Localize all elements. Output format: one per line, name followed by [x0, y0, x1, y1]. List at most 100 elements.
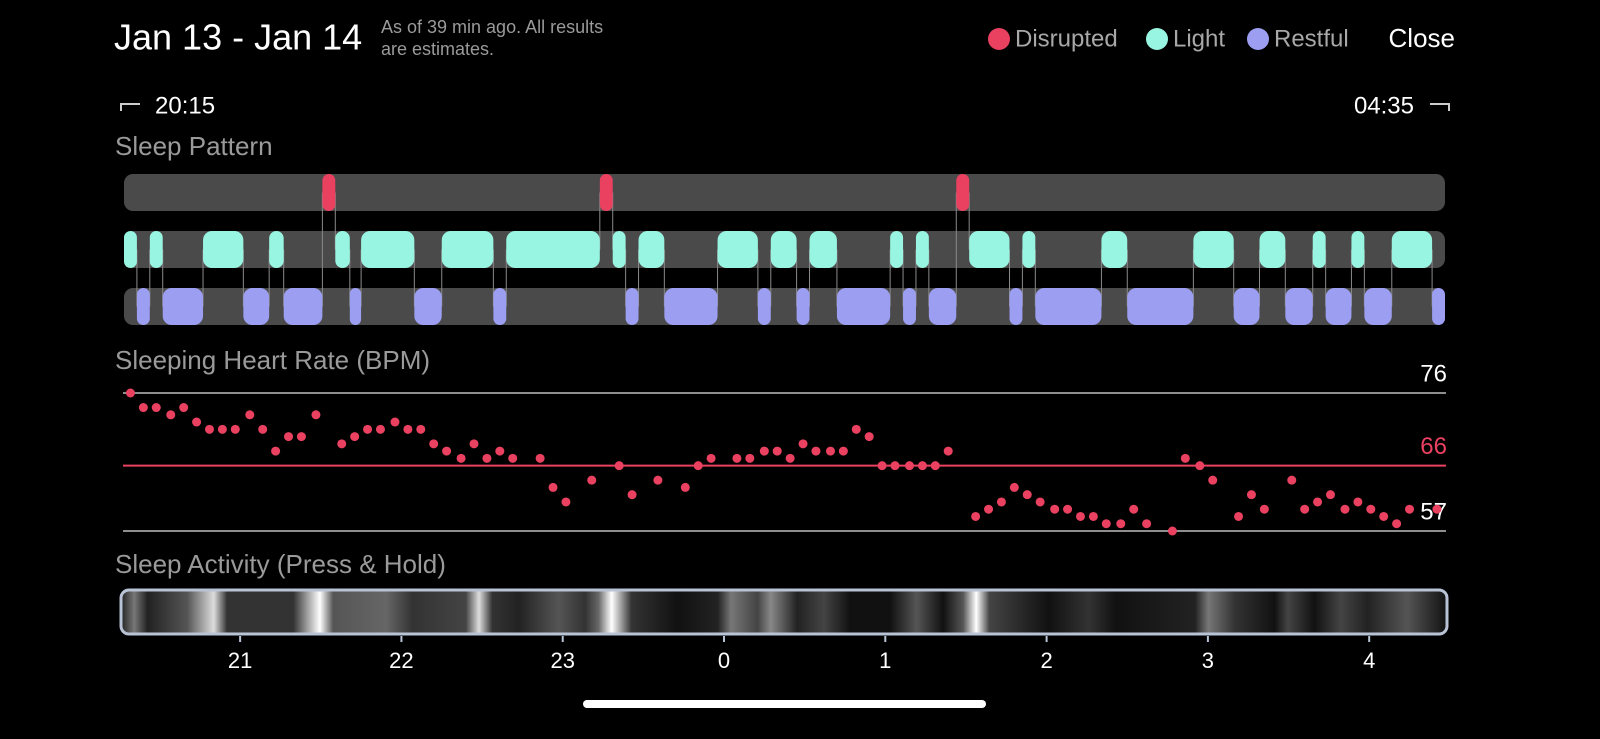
heart-rate-dot: [1325, 490, 1335, 500]
heart-rate-dot: [179, 403, 189, 413]
heart-rate-dot: [1075, 511, 1085, 521]
pattern-track: [124, 288, 1445, 325]
sleep-segment: [335, 231, 350, 268]
heart-rate-dot: [1022, 490, 1032, 500]
activity-strip[interactable]: [119, 588, 1449, 636]
heart-rate-dot: [217, 424, 227, 434]
heart-rate-dot: [680, 482, 690, 492]
heart-rate-dot: [350, 432, 360, 442]
heart-rate-dot: [508, 453, 518, 463]
sleep-segment: [1259, 231, 1286, 268]
sleep-segment: [149, 231, 163, 268]
sleep-segment: [243, 288, 270, 325]
heart-rate-dot: [838, 446, 848, 456]
heart-rate-dot: [337, 439, 347, 449]
heart-rate-dot: [984, 504, 994, 514]
legend-label: Restful: [1274, 25, 1349, 52]
heart-rate-dot: [851, 424, 861, 434]
range-start: 20:15: [155, 92, 215, 119]
heart-rate-dot: [825, 446, 835, 456]
sleep-segment: [599, 174, 613, 211]
sleep-segment: [1233, 288, 1260, 325]
legend: Disrupted Light Restful: [988, 25, 1349, 52]
heart-rate-dot: [403, 424, 413, 434]
sleep-segment: [1009, 288, 1023, 325]
heart-rate-dot: [971, 511, 981, 521]
heart-rate-dot: [230, 424, 240, 434]
heart-rate-dot: [996, 497, 1006, 507]
x-tick-label: 1: [879, 648, 891, 673]
sleep-segment: [1193, 231, 1234, 268]
heart-rate-dot: [905, 461, 915, 471]
heart-rate-dot: [192, 417, 202, 427]
sleep-segment: [493, 288, 507, 325]
heart-rate-dot: [1366, 504, 1376, 514]
close-button[interactable]: Close: [1389, 23, 1455, 53]
heart-rate-dot: [375, 424, 385, 434]
x-tick-label: 0: [718, 648, 730, 673]
sleep-segment: [956, 174, 970, 211]
reference-label: 66: [1420, 433, 1447, 460]
section-title: Sleep Activity (Press & Hold): [115, 549, 446, 579]
sleep-segment: [1312, 231, 1326, 268]
sleep-segment: [757, 288, 771, 325]
charts: 21222301234766657: [123, 174, 1447, 673]
heart-rate-dot: [1353, 497, 1363, 507]
sleep-segment: [1022, 231, 1036, 268]
heart-rate-dot: [1246, 490, 1256, 500]
heart-rate-dot: [587, 475, 597, 485]
heart-rate-dot: [1340, 504, 1350, 514]
sleep-segment: [612, 231, 626, 268]
heart-rate-dot: [706, 453, 716, 463]
heart-rate-dot: [1063, 504, 1073, 514]
heart-rate-dot: [535, 453, 545, 463]
heart-rate-dot: [1167, 526, 1177, 536]
sleep-segment: [1285, 288, 1313, 325]
heart-rate-dot: [548, 482, 558, 492]
legend-dot: [1146, 28, 1168, 50]
heart-rate-dot: [1088, 511, 1098, 521]
heart-rate-dot: [1035, 497, 1045, 507]
heart-rate-dot: [456, 453, 466, 463]
heart-rate-dot: [1208, 475, 1218, 485]
heart-rate-dot: [271, 446, 281, 456]
reference-label: 76: [1420, 360, 1447, 387]
range-bracket: [120, 103, 140, 111]
heart-rate-dot: [1050, 504, 1060, 514]
legend-label: Light: [1173, 25, 1225, 52]
heart-rate-dot: [943, 446, 953, 456]
sleep-segment: [1035, 288, 1102, 325]
heart-rate-dot: [1259, 504, 1269, 514]
heart-rate-dot: [482, 453, 492, 463]
heart-rate-dot: [1129, 504, 1139, 514]
sleep-segment: [162, 288, 204, 325]
legend-label: Disrupted: [1015, 25, 1118, 52]
sleep-segment: [361, 231, 415, 268]
heart-rate-dot: [138, 403, 148, 413]
heart-rate-dot: [864, 432, 874, 442]
heart-rate-dot: [1101, 519, 1111, 529]
sleep-segment: [928, 288, 957, 325]
sleep-segment: [1391, 231, 1433, 268]
heart-rate-dot: [469, 439, 479, 449]
heart-rate-dot: [1009, 482, 1019, 492]
sleep-segment: [441, 231, 494, 268]
heart-rate-dot: [1142, 519, 1152, 529]
sleep-segment: [1351, 231, 1365, 268]
heart-rate-dot: [1234, 511, 1244, 521]
sleep-segment: [809, 231, 837, 268]
heart-rate-dot: [311, 410, 321, 420]
sleep-segment: [269, 231, 284, 268]
heart-rate-dot: [732, 453, 742, 463]
legend-dot: [988, 28, 1010, 50]
heart-rate-dot: [363, 424, 373, 434]
home-indicator: [583, 700, 986, 708]
section-title: Sleep Pattern: [115, 131, 273, 161]
sleep-segment: [136, 288, 150, 325]
sleep-segment: [796, 288, 810, 325]
x-tick-label: 4: [1363, 648, 1375, 673]
heart-rate-dot: [416, 424, 426, 434]
heart-rate-dot: [772, 446, 782, 456]
